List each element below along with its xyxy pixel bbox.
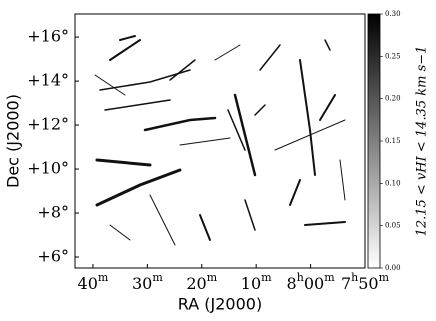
x-tick-label: 7h50m	[341, 271, 390, 293]
colorbar-tick-label: 0.10	[385, 179, 401, 187]
colorbar-tick-label: 0.30	[385, 10, 401, 18]
colorbar-tick-label: 0.05	[385, 222, 401, 230]
colorbar-tick-label: 0.20	[385, 95, 401, 103]
y-axis-label: Dec (J2000)	[4, 94, 23, 188]
colorbar-tick-label: 0.25	[385, 52, 401, 60]
y-tick-label: +6°	[37, 247, 69, 266]
y-tick-label: +12°	[27, 115, 69, 134]
colorbar-tick-label: 0.00	[385, 264, 401, 272]
y-tick-label: +16°	[27, 27, 69, 46]
colorbar	[367, 13, 381, 269]
plot-frame	[74, 13, 366, 269]
filaments	[94, 35, 346, 246]
y-tick-label: +10°	[27, 159, 69, 178]
x-tick-label: 40m	[78, 271, 109, 293]
colorbar-label: 12.15 < vHI < 14.35 km s−1	[415, 46, 430, 237]
x-tick-label: 20m	[186, 271, 217, 293]
x-tick-label: 10m	[241, 271, 272, 293]
x-tick-label: 8h00m	[287, 271, 336, 293]
y-tick-label: +14°	[27, 71, 69, 90]
colorbar-tick-label: 0.15	[385, 137, 401, 145]
y-tick-label: +8°	[37, 203, 69, 222]
x-axis-label: RA (J2000)	[178, 295, 262, 314]
x-tick-label: 30m	[132, 271, 163, 293]
